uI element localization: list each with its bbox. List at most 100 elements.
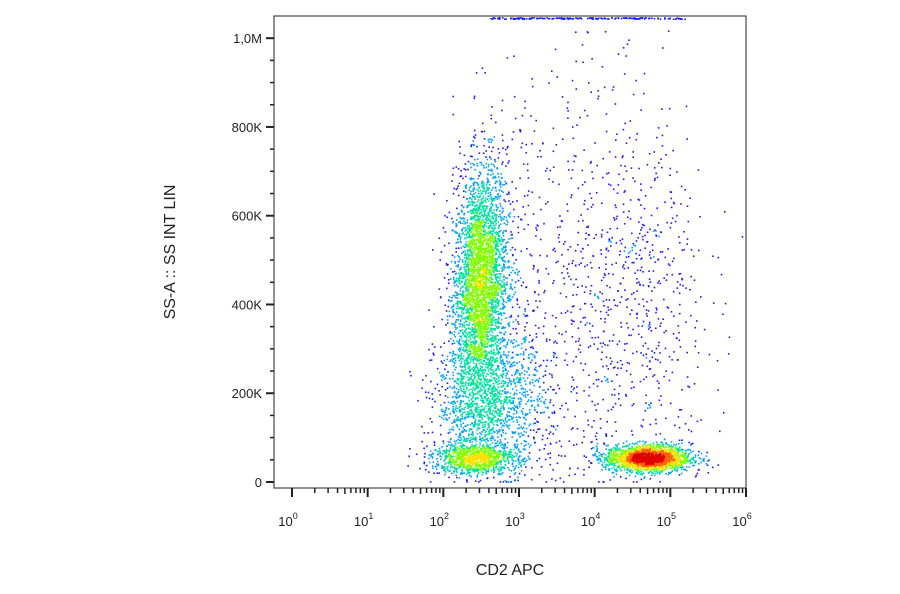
data-point xyxy=(486,158,489,161)
data-point xyxy=(536,459,538,462)
data-point xyxy=(455,188,458,191)
data-point xyxy=(464,246,466,249)
data-point xyxy=(523,338,526,341)
data-point xyxy=(482,268,484,271)
data-point xyxy=(557,384,559,387)
data-point xyxy=(477,390,479,393)
data-point xyxy=(501,360,504,362)
data-point xyxy=(446,358,448,361)
data-point xyxy=(486,343,489,345)
data-point xyxy=(491,432,493,434)
data-point xyxy=(470,341,473,343)
data-point xyxy=(483,304,485,306)
data-point xyxy=(494,318,497,321)
data-point xyxy=(441,354,444,357)
data-point xyxy=(480,321,482,323)
data-point xyxy=(478,208,480,210)
data-point xyxy=(494,369,496,372)
data-point xyxy=(503,333,505,335)
data-point xyxy=(480,276,482,278)
data-point xyxy=(485,331,488,334)
data-point xyxy=(464,411,466,413)
data-point xyxy=(446,322,449,324)
data-point xyxy=(452,192,455,195)
data-point xyxy=(484,264,487,267)
data-point xyxy=(479,387,482,389)
data-point xyxy=(486,277,488,280)
data-point xyxy=(491,435,493,437)
data-point xyxy=(487,288,489,291)
data-point xyxy=(468,201,471,204)
data-point xyxy=(493,306,495,309)
data-point xyxy=(486,232,489,234)
data-point xyxy=(474,283,476,285)
data-point xyxy=(502,429,505,432)
data-point xyxy=(480,440,483,442)
data-point xyxy=(464,364,466,367)
data-point xyxy=(480,381,483,384)
data-point xyxy=(499,264,501,267)
data-point xyxy=(507,259,510,262)
data-point xyxy=(473,377,476,380)
data-point xyxy=(505,375,507,377)
data-point xyxy=(505,432,507,435)
data-point xyxy=(528,446,531,448)
data-point xyxy=(498,415,501,417)
data-point xyxy=(469,394,472,397)
data-point xyxy=(493,319,496,322)
data-point xyxy=(490,350,492,353)
data-point xyxy=(495,180,497,183)
data-point xyxy=(473,403,476,405)
data-point xyxy=(497,408,499,410)
data-point xyxy=(474,229,477,231)
data-point xyxy=(464,233,466,236)
data-point xyxy=(497,380,499,383)
data-point xyxy=(483,408,485,411)
data-point xyxy=(470,218,473,221)
data-point xyxy=(451,322,453,325)
data-point xyxy=(543,400,546,403)
data-point xyxy=(503,199,505,201)
data-point xyxy=(489,432,491,435)
data-point xyxy=(494,420,496,422)
data-point xyxy=(489,408,492,411)
data-point xyxy=(473,275,476,277)
data-point xyxy=(502,147,504,149)
data-point xyxy=(502,259,504,262)
data-point xyxy=(439,259,441,261)
data-point xyxy=(476,328,479,330)
data-point xyxy=(456,302,458,304)
data-point xyxy=(498,283,501,285)
data-point xyxy=(512,365,514,367)
data-point xyxy=(477,316,480,318)
data-point xyxy=(485,380,487,383)
data-point xyxy=(493,281,495,283)
data-point xyxy=(483,144,485,147)
data-point xyxy=(484,199,487,201)
data-point xyxy=(443,342,446,344)
data-point xyxy=(440,251,443,253)
data-point xyxy=(481,332,483,335)
data-point xyxy=(490,189,493,191)
data-point xyxy=(469,347,472,349)
data-point xyxy=(474,305,476,307)
data-point xyxy=(477,424,479,427)
data-point xyxy=(492,250,495,253)
data-point xyxy=(480,284,482,286)
data-point xyxy=(489,292,492,294)
data-point xyxy=(450,260,453,263)
data-point xyxy=(495,239,497,242)
data-point xyxy=(534,355,536,357)
data-point xyxy=(463,330,466,333)
data-point xyxy=(486,414,489,417)
data-point xyxy=(458,338,461,341)
data-point xyxy=(494,439,496,441)
data-point xyxy=(478,427,481,430)
data-point xyxy=(495,322,497,324)
data-point xyxy=(468,284,470,287)
data-point xyxy=(510,449,512,451)
data-point xyxy=(470,343,473,346)
data-point xyxy=(463,350,466,353)
data-point xyxy=(459,419,461,421)
data-point xyxy=(464,329,466,332)
